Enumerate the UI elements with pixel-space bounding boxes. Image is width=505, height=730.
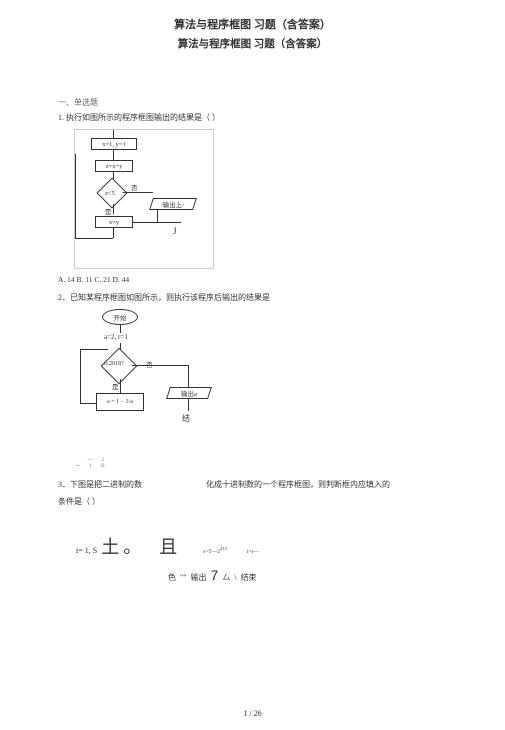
- q3-mid: 化成十进制数的一个程序框图，则判断框内应填入的: [206, 480, 390, 489]
- frag-c: 2B: [101, 457, 105, 469]
- doc-title-sub: 算法与程序框图 习题（含答案）: [0, 36, 505, 51]
- fc2-start: 开始: [102, 309, 138, 325]
- q3-init: i= 1, S: [76, 546, 97, 555]
- fc2-assign: a = 1 − 1/a: [96, 393, 144, 411]
- fc2-no: 否: [146, 359, 153, 369]
- fc1-init: x=1, y=1: [91, 138, 137, 150]
- fc2-init: a=2, r=1: [104, 333, 128, 341]
- q3-out-prefix: 色: [168, 572, 176, 583]
- fc1-no-label: 否: [131, 182, 138, 192]
- fc2-end: 结: [182, 413, 190, 424]
- fc1-output: /输出上/: [149, 198, 197, 210]
- fc2-output-text: 输出a: [181, 388, 197, 398]
- frag-b: —1: [88, 457, 94, 469]
- fc1-output-text: /输出上/: [161, 199, 184, 209]
- fc1-cond: z<5: [105, 190, 115, 197]
- fc1-yes-label: 是: [105, 206, 112, 216]
- fc1-j: J: [173, 226, 177, 236]
- q3-op2: 且: [159, 533, 177, 559]
- q3-mu: 厶: [222, 572, 230, 583]
- q3-flow-line2: 色 "" 输出 7 厶 \ 结束: [168, 567, 447, 583]
- q1-options: A. 14 B. 11 C. 21 D. 44: [58, 275, 447, 284]
- q3-expr1: s=T—2415: [203, 546, 227, 555]
- fc2-yes: 是: [112, 381, 119, 391]
- flowchart-1: x=1, y=1 z=x+y z<5 否 是 /输出上/ x=y J: [74, 129, 214, 269]
- frag-a: ..: [76, 461, 80, 469]
- doc-title-main: 算法与程序框图 习题（含答案）: [0, 16, 505, 32]
- q3-out: 输出: [191, 572, 207, 583]
- question-2: 2．已知某程序框图如图所示，则执行该程序后输出的结果是: [58, 292, 447, 303]
- q3-sup: 415: [220, 546, 227, 551]
- q2-fragment: .. —1 2B: [76, 445, 447, 469]
- q3-flow-line1: i= 1, S 土 。 且 s=T—2415 i=i—: [76, 533, 447, 559]
- q3-out-quote: "": [180, 573, 187, 582]
- page-content: 一、单选题 1. 执行如图所示的程序框图输出的结果是（ ） x=1, y=1 z…: [0, 97, 505, 583]
- q3-prefix: 3．下图是把二进制的数: [58, 480, 142, 489]
- q3-op1: 土: [101, 533, 119, 559]
- q3-dot: 。: [123, 533, 141, 559]
- fc1-step: z=x+y: [95, 160, 133, 172]
- question-1: 1. 执行如图所示的程序框图输出的结果是（ ）: [58, 112, 447, 123]
- fc2-output: 输出a: [166, 387, 212, 399]
- q3-seven: 7: [211, 567, 219, 583]
- section-heading: 一、单选题: [58, 97, 447, 108]
- question-3: 3．下图是把二进制的数 化成十进制数的一个程序框图，则判断框内应填入的: [58, 479, 447, 490]
- q3-end: 结束: [241, 572, 257, 583]
- q3-suffix-line: 条件是（ ）: [58, 496, 447, 507]
- flowchart-2: 开始 a=2, r=1 i≤2018? 是 否 a = 1 − 1/a 输出a …: [74, 309, 244, 439]
- fc2-cond: i≤2018?: [104, 361, 124, 367]
- fc1-assign: x=y: [95, 216, 133, 228]
- q3-expr2: i=i—: [247, 549, 259, 555]
- q3-slash: \: [234, 573, 236, 582]
